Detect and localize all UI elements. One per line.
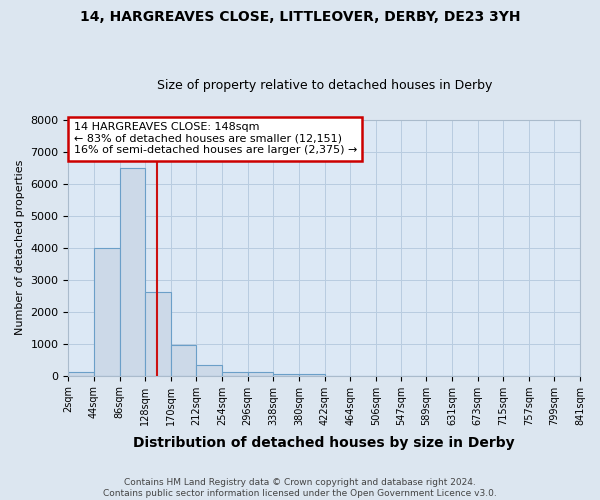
Title: Size of property relative to detached houses in Derby: Size of property relative to detached ho… [157,79,492,92]
Bar [94,248,119,376]
Bar [299,374,325,376]
Text: Contains HM Land Registry data © Crown copyright and database right 2024.
Contai: Contains HM Land Registry data © Crown c… [103,478,497,498]
Text: 14, HARGREAVES CLOSE, LITTLEOVER, DERBY, DE23 3YH: 14, HARGREAVES CLOSE, LITTLEOVER, DERBY,… [80,10,520,24]
Text: 14 HARGREAVES CLOSE: 148sqm
← 83% of detached houses are smaller (12,151)
16% of: 14 HARGREAVES CLOSE: 148sqm ← 83% of det… [74,122,357,156]
Bar [119,168,145,376]
Bar [222,372,248,376]
Bar [273,374,299,376]
Bar [68,372,94,376]
X-axis label: Distribution of detached houses by size in Derby: Distribution of detached houses by size … [133,436,515,450]
Bar [145,292,171,376]
Y-axis label: Number of detached properties: Number of detached properties [15,160,25,336]
Bar [248,372,273,376]
Bar [196,366,222,376]
Bar [171,346,196,376]
